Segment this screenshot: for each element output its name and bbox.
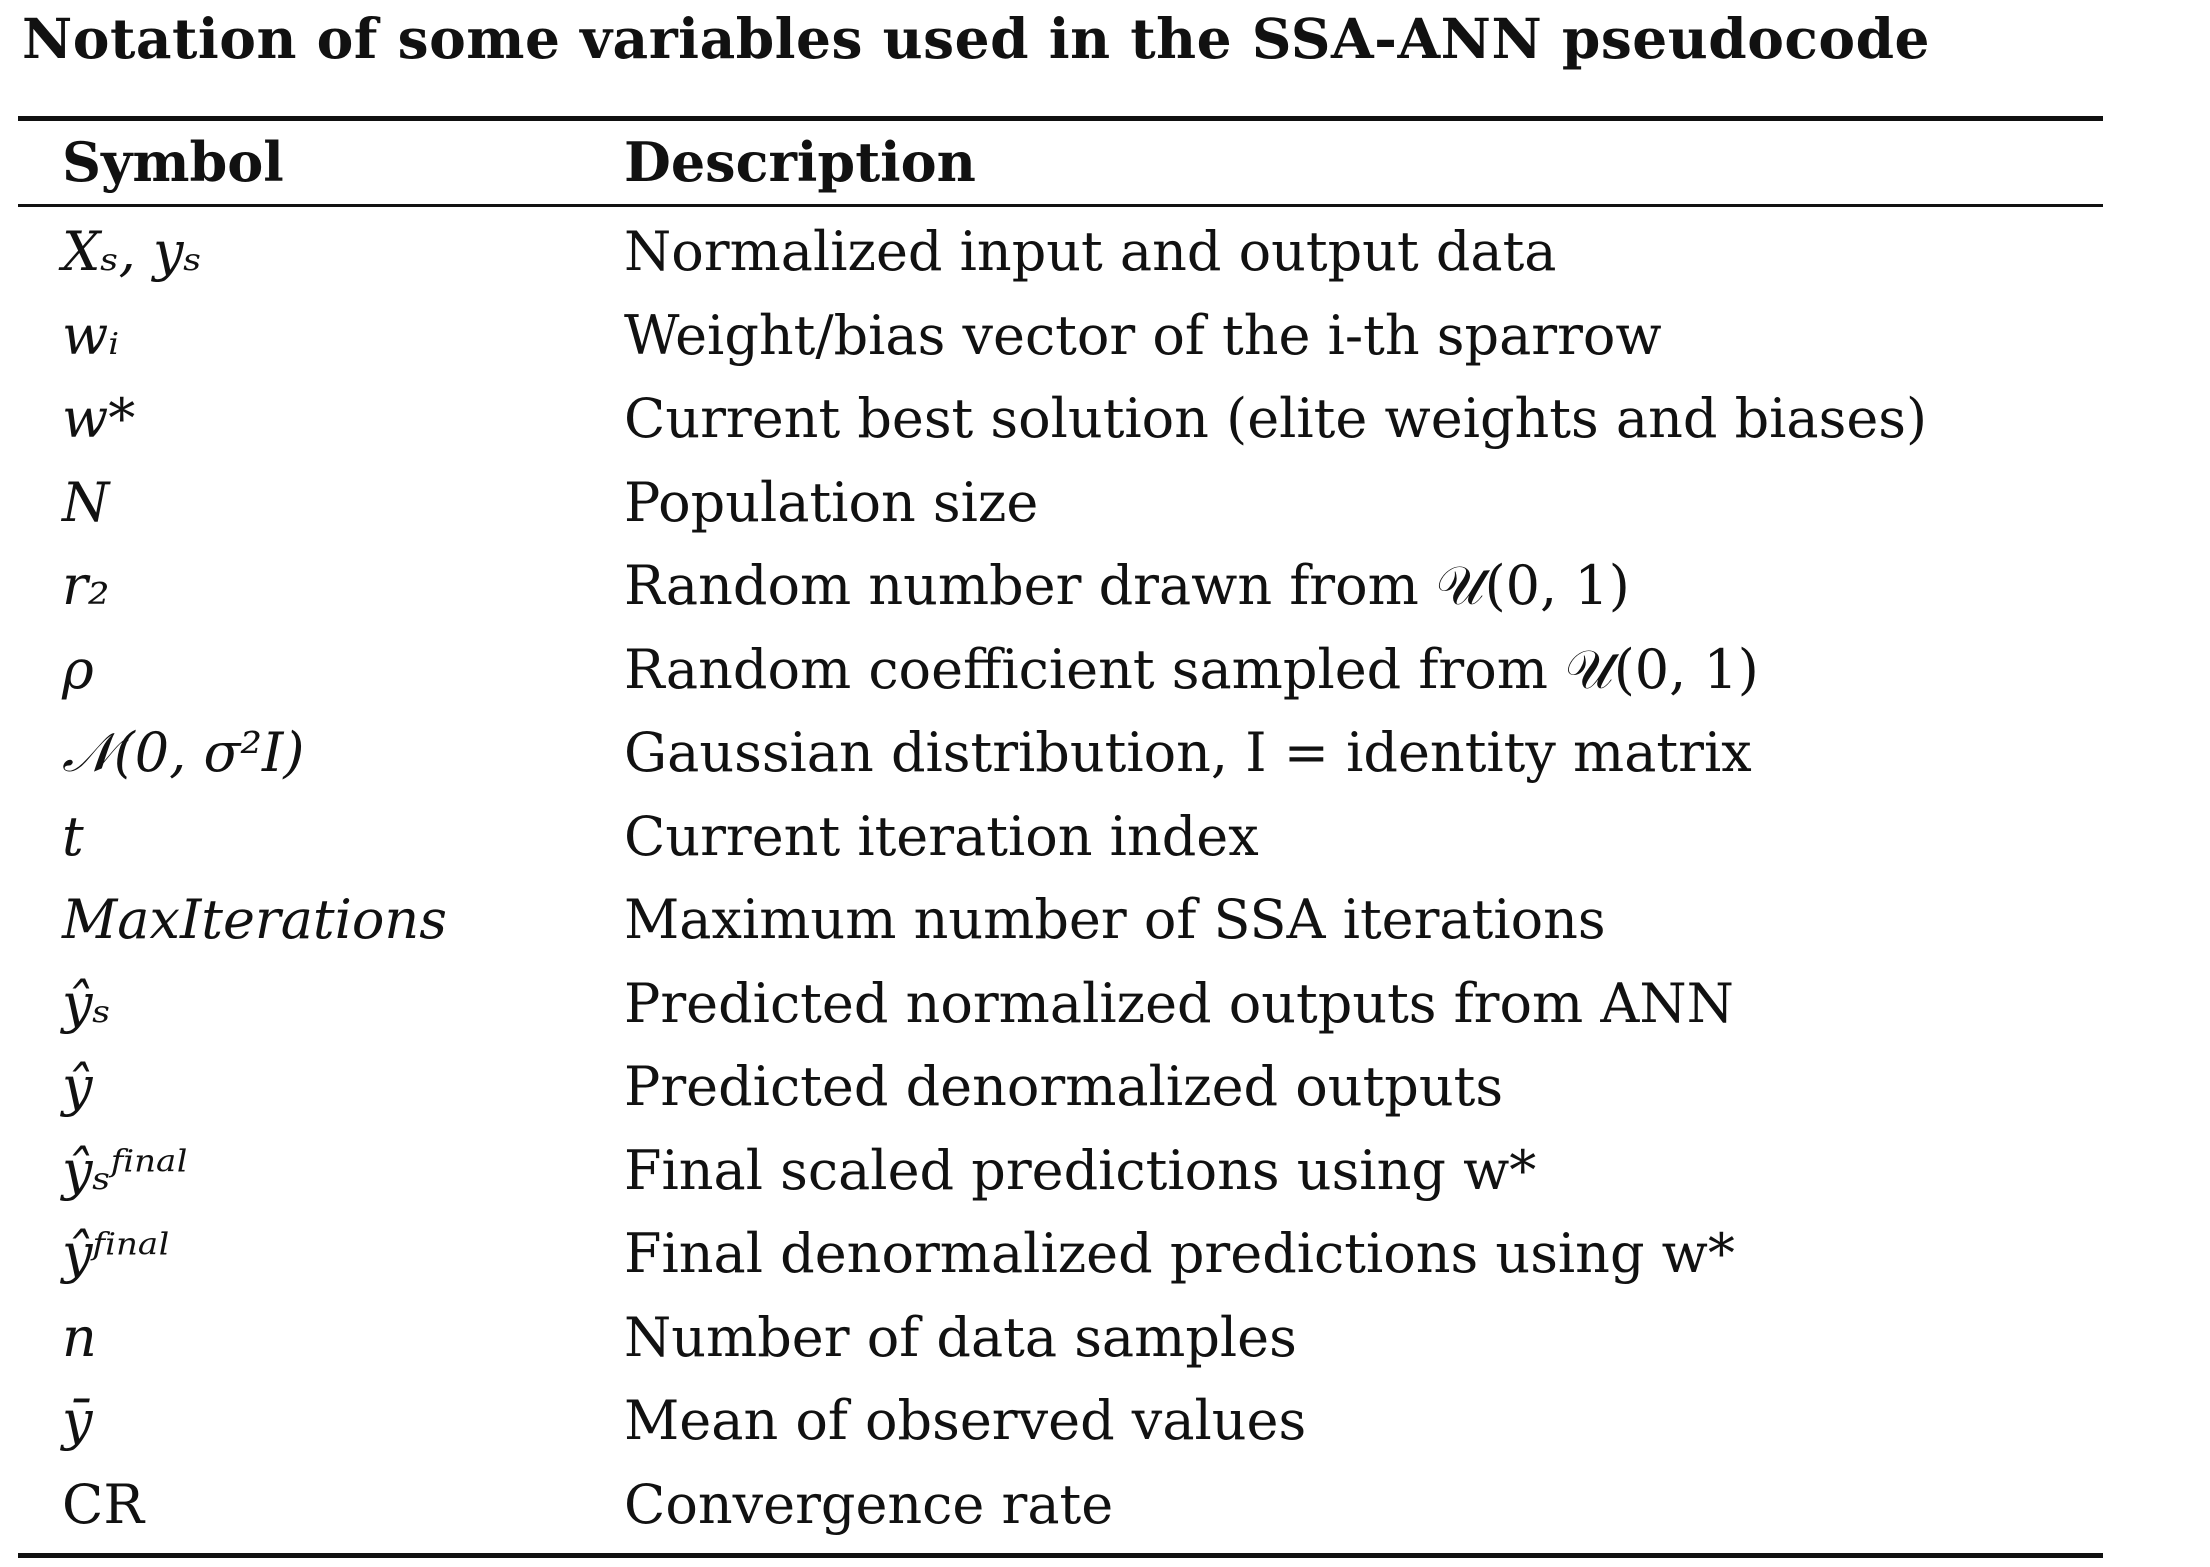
symbol-cell: ŷᶠⁱⁿᵃˡ bbox=[62, 1222, 172, 1285]
description-cell: Predicted denormalized outputs bbox=[624, 1055, 1504, 1118]
symbol-cell: 𝒩(0, σ²I) bbox=[62, 721, 305, 784]
symbol-cell: t bbox=[62, 804, 84, 868]
symbol-cell: ŷₛ bbox=[62, 971, 111, 1035]
top-rule bbox=[18, 116, 2103, 121]
table-row: Xₛ, yₛ Normalized input and output data bbox=[0, 210, 2210, 294]
bottom-rule bbox=[18, 1553, 2103, 1558]
description-cell: Number of data samples bbox=[624, 1305, 1297, 1369]
description-cell: Maximum number of SSA iterations bbox=[624, 888, 1606, 951]
symbol-cell: CR bbox=[62, 1472, 144, 1536]
description-cell: Random number drawn from 𝒰(0, 1) bbox=[624, 554, 1630, 617]
table-row: ŷₛ Predicted normalized outputs from ANN bbox=[0, 962, 2210, 1046]
description-cell: Final denormalized predictions using w* bbox=[624, 1222, 1735, 1285]
symbol-cell: n bbox=[62, 1305, 97, 1369]
table-body: Xₛ, yₛ Normalized input and output data wᵢ… bbox=[0, 210, 2210, 1546]
table-row: 𝒩(0, σ²I) Gaussian distribution, I = iden… bbox=[0, 711, 2210, 795]
description-cell: Population size bbox=[624, 470, 1039, 534]
symbol-cell: wᵢ bbox=[62, 303, 120, 367]
description-cell: Current best solution (elite weights and… bbox=[624, 387, 1928, 450]
symbol-cell: w* bbox=[62, 387, 136, 450]
table-row: N Population size bbox=[0, 461, 2210, 545]
description-cell: Mean of observed values bbox=[624, 1389, 1307, 1452]
symbol-cell: ρ bbox=[62, 637, 94, 701]
symbol-cell: ŷ bbox=[62, 1055, 93, 1118]
symbol-cell: r₂ bbox=[62, 554, 110, 617]
symbol-cell: N bbox=[62, 470, 110, 534]
table-row: MaxIterations Maximum number of SSA itera… bbox=[0, 878, 2210, 962]
table-row: ŷₛᶠⁱⁿᵃˡ Final scaled predictions using w* bbox=[0, 1129, 2210, 1213]
symbol-cell: MaxIterations bbox=[62, 888, 447, 951]
description-cell: Weight/bias vector of the i-th sparrow bbox=[624, 303, 1662, 367]
header-description: Description bbox=[624, 130, 976, 194]
description-cell: Convergence rate bbox=[624, 1472, 1114, 1536]
header-symbol: Symbol bbox=[62, 130, 284, 194]
symbol-cell: ȳ bbox=[62, 1389, 93, 1452]
description-cell: Normalized input and output data bbox=[624, 220, 1557, 283]
table-row: ȳ Mean of observed values bbox=[0, 1379, 2210, 1463]
symbol-cell: Xₛ, yₛ bbox=[62, 220, 202, 283]
description-cell: Gaussian distribution, I = identity matr… bbox=[624, 721, 1752, 784]
table-row: ŷᶠⁱⁿᵃˡ Final denormalized predictions usi… bbox=[0, 1212, 2210, 1296]
table-row: t Current iteration index bbox=[0, 795, 2210, 879]
table-caption: Notation of some variables used in the S… bbox=[22, 6, 1931, 71]
table-row: CR Convergence rate bbox=[0, 1463, 2210, 1547]
table-row: ŷ Predicted denormalized outputs bbox=[0, 1045, 2210, 1129]
header-rule bbox=[18, 204, 2103, 207]
table-row: w* Current best solution (elite weights a… bbox=[0, 377, 2210, 461]
description-cell: Random coefficient sampled from 𝒰(0, 1) bbox=[624, 637, 1759, 701]
table-row: wᵢ Weight/bias vector of the i-th sparrow bbox=[0, 294, 2210, 378]
table-row: r₂ Random number drawn from 𝒰(0, 1) bbox=[0, 544, 2210, 628]
description-cell: Current iteration index bbox=[624, 804, 1259, 868]
description-cell: Final scaled predictions using w* bbox=[624, 1138, 1537, 1202]
symbol-cell: ŷₛᶠⁱⁿᵃˡ bbox=[62, 1138, 190, 1202]
table-row: ρ Random coefficient sampled from 𝒰(0, 1) bbox=[0, 628, 2210, 712]
description-cell: Predicted normalized outputs from ANN bbox=[624, 971, 1734, 1035]
table-row: n Number of data samples bbox=[0, 1296, 2210, 1380]
table-header-row: Symbol Description bbox=[0, 122, 2210, 202]
